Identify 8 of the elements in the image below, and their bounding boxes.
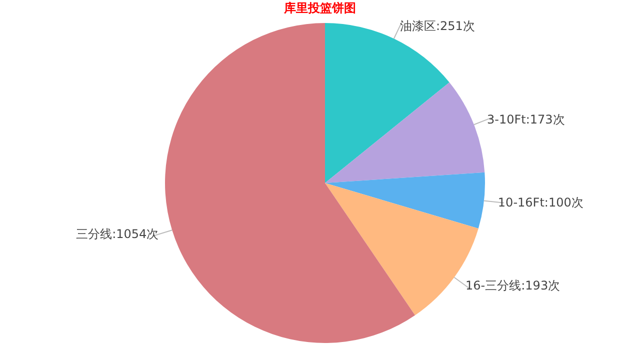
pie-slice — [325, 172, 485, 228]
slice-label: 三分线:1054次 — [76, 227, 159, 242]
slice-label: 油漆区:251次 — [400, 18, 475, 33]
chart-title: 库里投篮饼图 — [283, 0, 357, 17]
slice-label: 3-10Ft:173次 — [487, 112, 565, 127]
slice-label: 16-三分线:193次 — [466, 278, 560, 293]
slice-label: 10-16Ft:100次 — [498, 195, 584, 210]
pie-slice — [325, 82, 485, 183]
